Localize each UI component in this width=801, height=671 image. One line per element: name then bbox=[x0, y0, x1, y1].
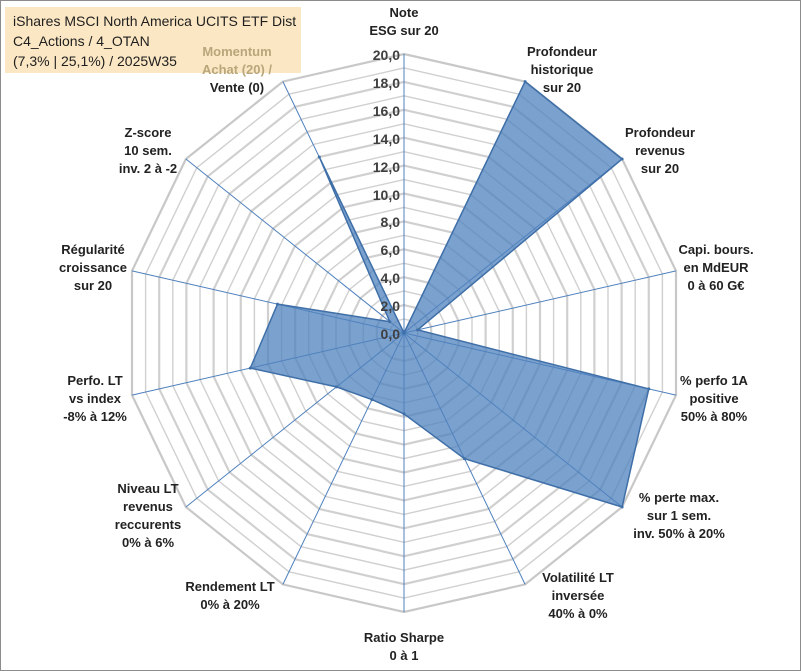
tick-label: 14,0 bbox=[372, 130, 400, 147]
axis-label-line: historique bbox=[530, 62, 594, 77]
axis-label-line: revenus bbox=[635, 143, 685, 158]
tick-label: 16,0 bbox=[372, 102, 400, 119]
axis-label-11: Perfo. LT vs index -8% à 12% bbox=[63, 372, 127, 426]
axis-label-line: Momentum bbox=[202, 44, 272, 59]
data-point-7 bbox=[463, 457, 466, 461]
spoke-4 bbox=[403, 270, 677, 334]
axis-label-line: 0% à 6% bbox=[121, 535, 175, 550]
axis-label-line: sur 20 bbox=[542, 80, 582, 95]
data-point-1 bbox=[402, 331, 406, 335]
data-point-2 bbox=[523, 80, 527, 84]
data-point-9 bbox=[370, 398, 374, 402]
axis-label-line: revenus bbox=[123, 499, 173, 514]
axis-label-line: Profondeur bbox=[526, 44, 598, 59]
axis-label-line: sur 20 bbox=[73, 278, 113, 293]
axis-label-1: Note ESG sur 20 bbox=[369, 4, 438, 40]
axis-label-line: sur 20 bbox=[640, 161, 680, 176]
axis-label-line: Achat (20) / bbox=[201, 62, 273, 77]
axis-label-line: Ratio Sharpe bbox=[363, 630, 445, 645]
tick-label: 10,0 bbox=[372, 186, 400, 203]
axis-label-line: en MdEUR bbox=[683, 260, 749, 275]
axis-label-line: % perte max. bbox=[638, 490, 720, 505]
axis-label-9: Rendement LT 0% à 20% bbox=[185, 578, 274, 614]
tick-label: 12,0 bbox=[372, 158, 400, 175]
axis-label-line: 0 à 1 bbox=[389, 648, 419, 663]
axis-label-13: Z-score 10 sem. inv. 2 à -2 bbox=[119, 124, 177, 178]
axis-label-line: Vente (0) bbox=[209, 80, 265, 95]
axis-label-line: Z-score bbox=[124, 125, 172, 140]
axis-label-line: Volatilité LT bbox=[542, 570, 614, 585]
axis-label-4: Capi. bours. en MdEUR 0 à 60 G€ bbox=[678, 241, 753, 295]
axis-label-line: 0 à 60 G€ bbox=[687, 278, 745, 293]
tick-label: 0,0 bbox=[380, 326, 400, 342]
axis-label-5: % perfo 1A positive 50% à 80% bbox=[680, 372, 748, 426]
axis-label-line: Profondeur bbox=[624, 125, 696, 140]
radar-series bbox=[248, 80, 651, 509]
data-point-8 bbox=[402, 412, 406, 416]
axis-label-line: Perfo. LT bbox=[67, 373, 123, 388]
axis-label-line: Rendement LT bbox=[185, 579, 275, 594]
tick-label: 2,0 bbox=[380, 298, 400, 315]
tick-label: 20,0 bbox=[372, 47, 400, 63]
axis-label-line: 10 sem. bbox=[124, 143, 172, 158]
axis-label-7: Volatilité LT inversée 40% à 0% bbox=[542, 569, 614, 623]
tick-label: 18,0 bbox=[372, 74, 400, 91]
axis-label-2: Profondeur historique sur 20 bbox=[527, 43, 597, 97]
axis-label-3: Profondeur revenus sur 20 bbox=[625, 124, 695, 178]
axis-label-line: Régularité bbox=[61, 242, 125, 257]
axis-label-line: 50% à 80% bbox=[680, 409, 748, 424]
data-point-3 bbox=[620, 157, 624, 161]
tick-label: 4,0 bbox=[380, 270, 400, 287]
axis-label-14: Momentum Achat (20) / Vente (0) bbox=[202, 43, 272, 97]
axis-label-line: sur 1 sem. bbox=[646, 508, 712, 523]
chart-title-line-2: C4_Actions / 4_OTAN bbox=[13, 33, 150, 49]
axis-label-line: inv. 2 à -2 bbox=[118, 161, 178, 176]
axis-label-line: 40% à 0% bbox=[548, 606, 608, 621]
axis-label-12: Régularité croissance sur 20 bbox=[59, 241, 127, 295]
tick-label: 8,0 bbox=[380, 214, 400, 231]
axis-label-line: inv. 50% à 20% bbox=[633, 526, 725, 541]
axis-label-line: positive bbox=[689, 391, 739, 406]
data-point-11 bbox=[248, 366, 252, 370]
data-point-12 bbox=[276, 302, 279, 306]
axis-label-line: Niveau LT bbox=[117, 481, 179, 496]
axis-label-6: % perte max. sur 1 sem. inv. 50% à 20% bbox=[633, 489, 725, 543]
chart-title-box: iShares MSCI North America UCITS ETF Dis… bbox=[5, 7, 301, 73]
axis-label-line: croissance bbox=[59, 260, 127, 275]
data-point-5 bbox=[647, 387, 651, 391]
axis-label-10: Niveau LT revenus reccurents 0% à 6% bbox=[115, 480, 181, 552]
spoke-13 bbox=[185, 158, 405, 334]
axis-label-line: -8% à 12% bbox=[63, 409, 127, 424]
data-point-13 bbox=[388, 320, 392, 324]
data-point-10 bbox=[334, 385, 338, 389]
axis-label-line: Capi. bours. bbox=[678, 242, 754, 257]
axis-label-line: 0% à 20% bbox=[200, 597, 260, 612]
series-area-1 bbox=[249, 80, 650, 508]
data-point-4 bbox=[416, 328, 420, 332]
axis-label-line: Note bbox=[389, 5, 419, 20]
data-point-6 bbox=[620, 505, 624, 509]
chart-title-line-3: (7,3% | 25,1%) / 2025W35 bbox=[13, 53, 177, 69]
tick-label: 6,0 bbox=[380, 242, 400, 259]
axis-label-line: vs index bbox=[68, 391, 122, 406]
axis-label-8: Ratio Sharpe 0 à 1 bbox=[364, 629, 444, 665]
axis-label-line: reccurents bbox=[114, 517, 182, 532]
axis-label-line: % perfo 1A bbox=[680, 373, 748, 388]
chart-title-line-1: iShares MSCI North America UCITS ETF Dis… bbox=[13, 13, 297, 29]
axis-label-line: ESG sur 20 bbox=[369, 23, 439, 38]
axis-label-line: inversée bbox=[551, 588, 605, 603]
data-point-14 bbox=[317, 155, 321, 159]
